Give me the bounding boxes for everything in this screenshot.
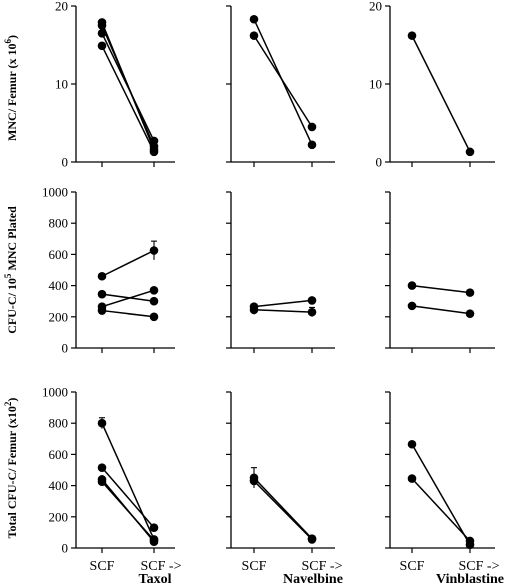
- panel-0-2-tick-label-0: 0: [376, 155, 383, 170]
- panel-2-2-series-1-point-0: [407, 474, 417, 483]
- panel-2-0-tick-label-0: 0: [62, 541, 69, 556]
- row-label-mnc: MNC/ Femur (x 106): [3, 35, 19, 141]
- panel-1-0-series-3-line: [101, 309, 155, 318]
- row-label-cfu: CFU-C/ 105 MNC Plated: [3, 206, 19, 334]
- panel-0-0-series-2-point-1: [149, 136, 159, 146]
- panel-1-2-series-1-point-1: [465, 309, 475, 318]
- drug-label-vinblastine: Vinblastine: [436, 572, 504, 585]
- panel-2-0-series-3-point-0: [97, 477, 107, 487]
- panel-1-0-tick-label-3: 600: [49, 247, 69, 262]
- panel-0-1-series-1-point-1: [307, 122, 317, 132]
- panel-2-0-series-1-line: [101, 467, 155, 529]
- panel-1-0-tick-label-5: 1000: [42, 185, 68, 200]
- panel-2-0-series-3-point-1: [149, 535, 159, 545]
- panel-1-2-series-0-point-0: [407, 281, 417, 290]
- panel-0-0-tick-label-1: 10: [55, 77, 68, 92]
- drug-label-taxol: Taxol: [139, 572, 172, 585]
- panel-0-2-series-0-line: [411, 35, 471, 153]
- panel-1-0-series-1-point-1: [149, 296, 159, 306]
- x-label-after-vinblastine: SCF ->: [459, 559, 500, 574]
- x-label-before-vinblastine: SCF: [400, 559, 425, 574]
- x-label-before-navelbine: SCF: [242, 559, 267, 574]
- panel-1-0-series-3-point-0: [97, 306, 107, 315]
- panel-1-0-series-2-point-1: [149, 285, 159, 295]
- panel-1-0-series-3-point-1: [149, 312, 159, 322]
- x-label-after-navelbine: SCF ->: [302, 559, 343, 574]
- panel-1-0-series-1-point-0: [97, 289, 107, 299]
- panel-2-0-tick-label-5: 1000: [42, 385, 68, 400]
- panel-1-2-series-1-point-0: [407, 301, 417, 311]
- panel-2-1-series-1-line: [253, 480, 313, 540]
- panel-1-0-tick-label-1: 200: [49, 309, 69, 324]
- panel-0-1-series-1-point-0: [249, 31, 259, 40]
- panel-2-2-series-1-line: [411, 478, 471, 542]
- drug-label-navelbine: Navelbine: [283, 572, 343, 585]
- x-label-before-taxol: SCF: [90, 559, 115, 574]
- panel-2-0-series-1-point-1: [149, 523, 159, 533]
- panel-1-1-series-1-line: [253, 309, 313, 313]
- panel-2-2-series-0-line: [411, 443, 471, 546]
- panel-1-0-series-0-point-1: [149, 246, 159, 255]
- panel-0-0-tick-label-2: 20: [55, 0, 68, 14]
- panel-1-0-series-2-line: [101, 289, 155, 308]
- panel-0-2-tick-label-2: 20: [369, 0, 382, 14]
- panel-1-2-series-0-point-1: [465, 288, 475, 297]
- panel-1-1-series-1-point-1: [307, 307, 317, 317]
- panel-2-1-series-1-point-1: [307, 535, 317, 544]
- panel-2-0-series-0-line: [101, 422, 155, 540]
- panel-2-0-tick-label-1: 200: [49, 509, 69, 524]
- panel-1-0-series-0-point-0: [97, 271, 107, 281]
- panel-0-1-series-0-point-0: [249, 14, 259, 24]
- panel-0-0-series-3-line: [101, 45, 155, 153]
- panel-0-0-tick-label-0: 0: [62, 155, 69, 170]
- panel-2-0-series-1-point-0: [97, 463, 107, 472]
- panel-2-1-series-0-line: [253, 477, 313, 540]
- panel-0-0-series-2-point-0: [97, 29, 107, 38]
- panel-0-1-series-0-point-1: [307, 140, 317, 150]
- x-label-after-taxol: SCF ->: [141, 559, 182, 574]
- panel-2-0-series-0-point-0: [97, 418, 107, 428]
- panel-0-1-series-1-line: [253, 35, 313, 128]
- panel-1-0-series-0-line: [101, 249, 155, 277]
- panel-2-2-series-0-point-0: [407, 439, 417, 449]
- panel-1-0-tick-label-2: 400: [49, 278, 69, 293]
- panel-1-1-series-0-line: [253, 299, 313, 308]
- panels: 0102001020020040060080010000200400600800…: [42, 0, 495, 556]
- panel-1-0-tick-label-4: 800: [49, 216, 69, 231]
- row-label-total: Total CFU-C/ Femur (x102): [3, 398, 19, 539]
- panel-1-2-series-1-line: [411, 305, 471, 315]
- panel-2-2-series-1-point-1: [465, 536, 475, 546]
- panel-2-0-tick-label-4: 800: [49, 416, 69, 431]
- panel-1-1-series-1-point-0: [249, 305, 259, 315]
- panel-1-2-series-0-line: [411, 284, 471, 294]
- panel-2-0-tick-label-3: 600: [49, 447, 69, 462]
- panel-2-1-series-1-point-0: [249, 476, 259, 486]
- panel-0-0-series-2-line: [101, 32, 155, 142]
- panel-1-1-series-0-point-1: [307, 296, 317, 305]
- panel-0-0-series-3-point-0: [97, 41, 107, 51]
- panel-0-2-series-0-point-0: [407, 31, 417, 40]
- panel-1-0-tick-label-0: 0: [62, 341, 69, 356]
- panel-0-0-series-3-point-1: [149, 147, 159, 157]
- panel-2-0-series-3-line: [101, 481, 155, 541]
- panel-2-0-tick-label-2: 400: [49, 478, 69, 493]
- panel-0-2-series-0-point-1: [465, 147, 475, 157]
- panel-0-0-series-1-point-0: [97, 21, 107, 30]
- panel-0-2-tick-label-1: 10: [369, 77, 382, 92]
